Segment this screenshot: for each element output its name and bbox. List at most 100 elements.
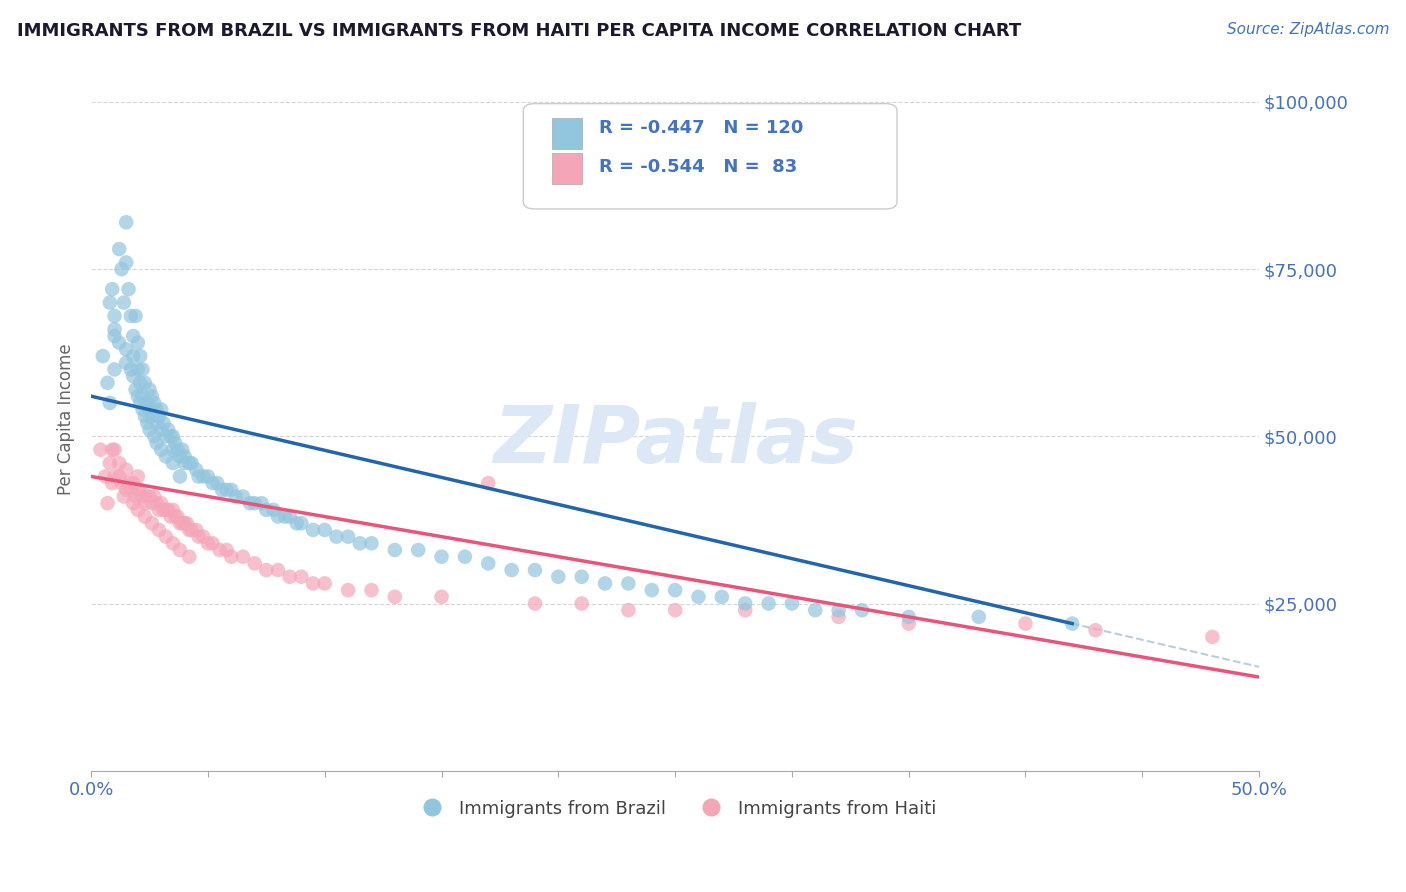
Point [166, 509, 188, 524]
Point [115, 463, 138, 477]
Point [851, 603, 873, 617]
Point [641, 583, 664, 598]
Point [197, 536, 219, 550]
Point [254, 563, 277, 577]
Point [179, 549, 201, 564]
Point [290, 516, 312, 531]
Point [172, 442, 194, 457]
Point [384, 543, 406, 558]
Point [141, 389, 163, 403]
Point [124, 383, 146, 397]
Point [134, 496, 156, 510]
Point [122, 329, 145, 343]
Point [166, 442, 188, 457]
Point [131, 362, 153, 376]
Point [103, 329, 125, 343]
Point [360, 536, 382, 550]
Point [165, 436, 187, 450]
Point [267, 509, 290, 524]
Point [157, 423, 180, 437]
Point [136, 416, 159, 430]
Point [804, 603, 827, 617]
Point [254, 503, 277, 517]
Point [138, 490, 160, 504]
Point [148, 409, 170, 424]
Point [547, 570, 569, 584]
Point [523, 597, 546, 611]
Point [101, 442, 124, 457]
Point [285, 516, 308, 531]
Point [593, 576, 616, 591]
Point [897, 610, 920, 624]
Point [108, 335, 131, 350]
Point [162, 536, 184, 550]
Point [141, 409, 163, 424]
Point [384, 590, 406, 604]
Point [454, 549, 477, 564]
Point [211, 483, 233, 497]
Point [115, 343, 138, 357]
Point [215, 543, 238, 558]
Point [155, 450, 177, 464]
Point [134, 409, 156, 424]
Point [207, 476, 229, 491]
Point [664, 583, 686, 598]
Point [131, 402, 153, 417]
Point [232, 549, 254, 564]
Point [150, 496, 173, 510]
Point [91, 349, 114, 363]
Point [1062, 616, 1084, 631]
Point [117, 476, 139, 491]
Point [187, 530, 209, 544]
Point [98, 456, 121, 470]
Point [1014, 616, 1036, 631]
Point [145, 436, 167, 450]
Point [127, 503, 149, 517]
Point [827, 603, 849, 617]
Point [688, 590, 710, 604]
Point [314, 523, 336, 537]
Point [150, 442, 173, 457]
Point [143, 429, 166, 443]
Point [221, 549, 243, 564]
Text: R = -0.544   N =  83: R = -0.544 N = 83 [599, 158, 797, 176]
Legend: Immigrants from Brazil, Immigrants from Haiti: Immigrants from Brazil, Immigrants from … [406, 792, 943, 825]
Point [430, 590, 453, 604]
Text: R = -0.447   N = 120: R = -0.447 N = 120 [599, 120, 804, 137]
Point [430, 549, 453, 564]
Point [162, 456, 184, 470]
Point [138, 423, 160, 437]
Text: Source: ZipAtlas.com: Source: ZipAtlas.com [1226, 22, 1389, 37]
Point [250, 496, 273, 510]
Point [360, 583, 382, 598]
Point [1084, 624, 1107, 638]
Point [617, 603, 640, 617]
Point [152, 416, 174, 430]
Point [96, 376, 118, 390]
Point [406, 543, 429, 558]
Point [138, 402, 160, 417]
Point [127, 469, 149, 483]
Point [225, 490, 247, 504]
Point [325, 530, 347, 544]
Point [108, 469, 131, 483]
Point [523, 563, 546, 577]
Point [101, 282, 124, 296]
Point [267, 563, 290, 577]
Point [169, 450, 191, 464]
Point [664, 603, 686, 617]
Point [243, 496, 266, 510]
Point [145, 402, 167, 417]
Point [201, 536, 224, 550]
Point [145, 496, 167, 510]
Point [110, 262, 132, 277]
Point [173, 516, 195, 531]
Point [141, 516, 163, 531]
Point [129, 376, 152, 390]
Point [243, 557, 266, 571]
Point [897, 616, 920, 631]
Point [103, 362, 125, 376]
Point [1201, 630, 1223, 644]
Point [734, 597, 756, 611]
Point [758, 597, 780, 611]
